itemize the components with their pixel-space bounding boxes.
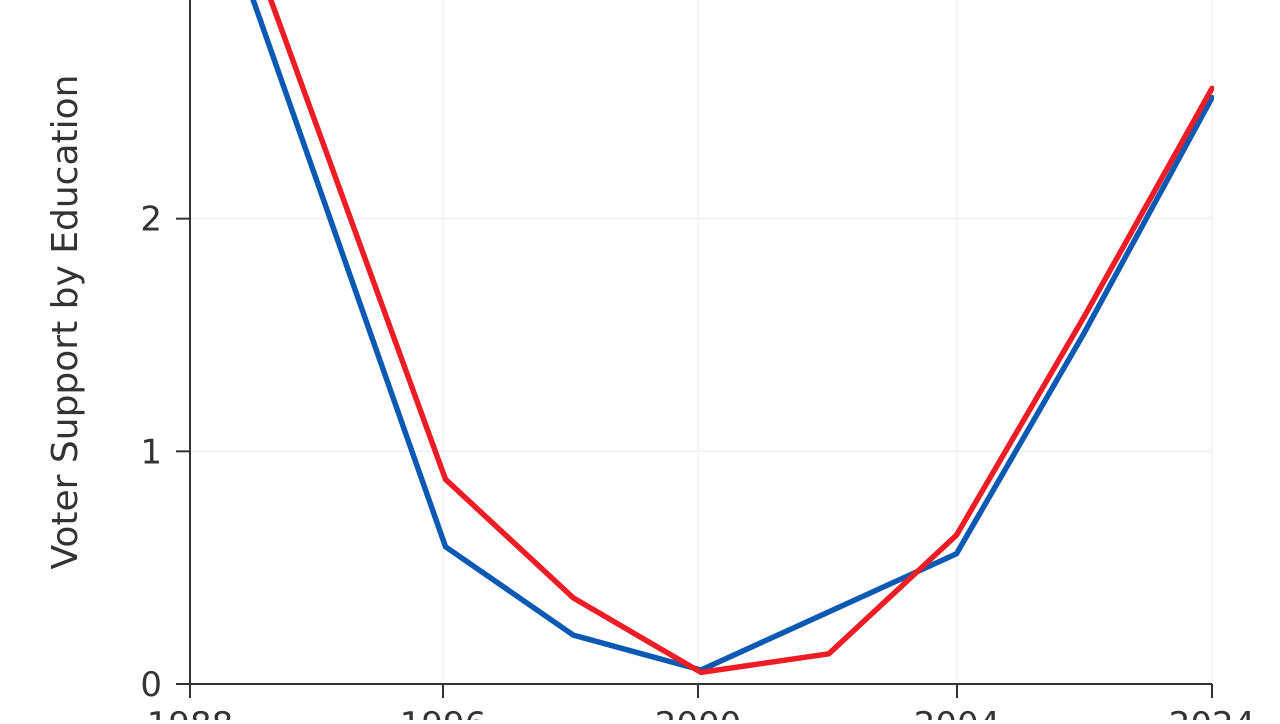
y-tick-label: 1 xyxy=(140,432,162,472)
x-tick-label: 1988 xyxy=(147,705,234,720)
axes xyxy=(189,0,1212,685)
x-tick-labels: 1988 1996 2000 2004 2024 xyxy=(147,705,1256,724)
y-axis-title: Voter Support by Education xyxy=(45,75,86,570)
series-line-2 xyxy=(267,0,1214,676)
series-line-1 xyxy=(250,0,1214,673)
x-tick-label: 2004 xyxy=(914,705,1001,720)
grid xyxy=(176,0,1213,698)
x-tick-label: 2000 xyxy=(655,705,742,720)
x-tick-label: 2024 xyxy=(1169,705,1256,720)
series-lines xyxy=(250,0,1214,676)
y-tick-label: 3 xyxy=(140,0,162,7)
y-tick-label: 0 xyxy=(140,665,162,705)
x-tick-label: 1996 xyxy=(400,705,487,720)
y-tick-labels: 0 1 2 3 xyxy=(140,0,162,705)
y-tick-label: 2 xyxy=(140,200,162,240)
